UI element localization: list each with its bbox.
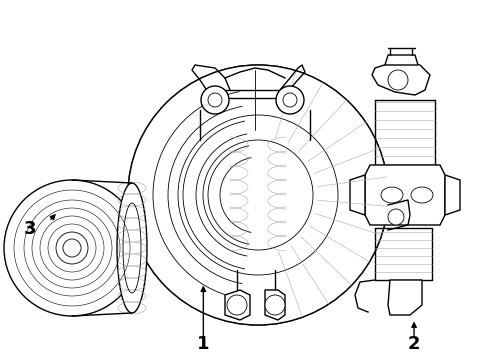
Text: 2: 2 [408,335,420,353]
Circle shape [388,209,404,225]
Text: 1: 1 [197,335,210,353]
Circle shape [128,65,388,325]
Polygon shape [445,175,460,215]
Circle shape [128,65,388,325]
Circle shape [283,93,297,107]
Ellipse shape [117,183,147,313]
Ellipse shape [411,187,433,203]
Circle shape [4,180,140,316]
Circle shape [178,115,338,275]
Circle shape [203,140,313,250]
Circle shape [208,93,222,107]
Polygon shape [225,290,250,320]
Polygon shape [372,60,430,95]
Circle shape [227,295,247,315]
Ellipse shape [381,187,403,203]
Circle shape [201,86,229,114]
Circle shape [388,70,408,90]
Polygon shape [265,290,285,320]
Text: 3: 3 [24,220,37,238]
Circle shape [276,86,304,114]
Polygon shape [385,55,418,65]
Polygon shape [365,165,445,225]
Circle shape [265,295,285,315]
Circle shape [63,239,81,257]
Polygon shape [388,280,422,315]
Polygon shape [350,175,365,215]
